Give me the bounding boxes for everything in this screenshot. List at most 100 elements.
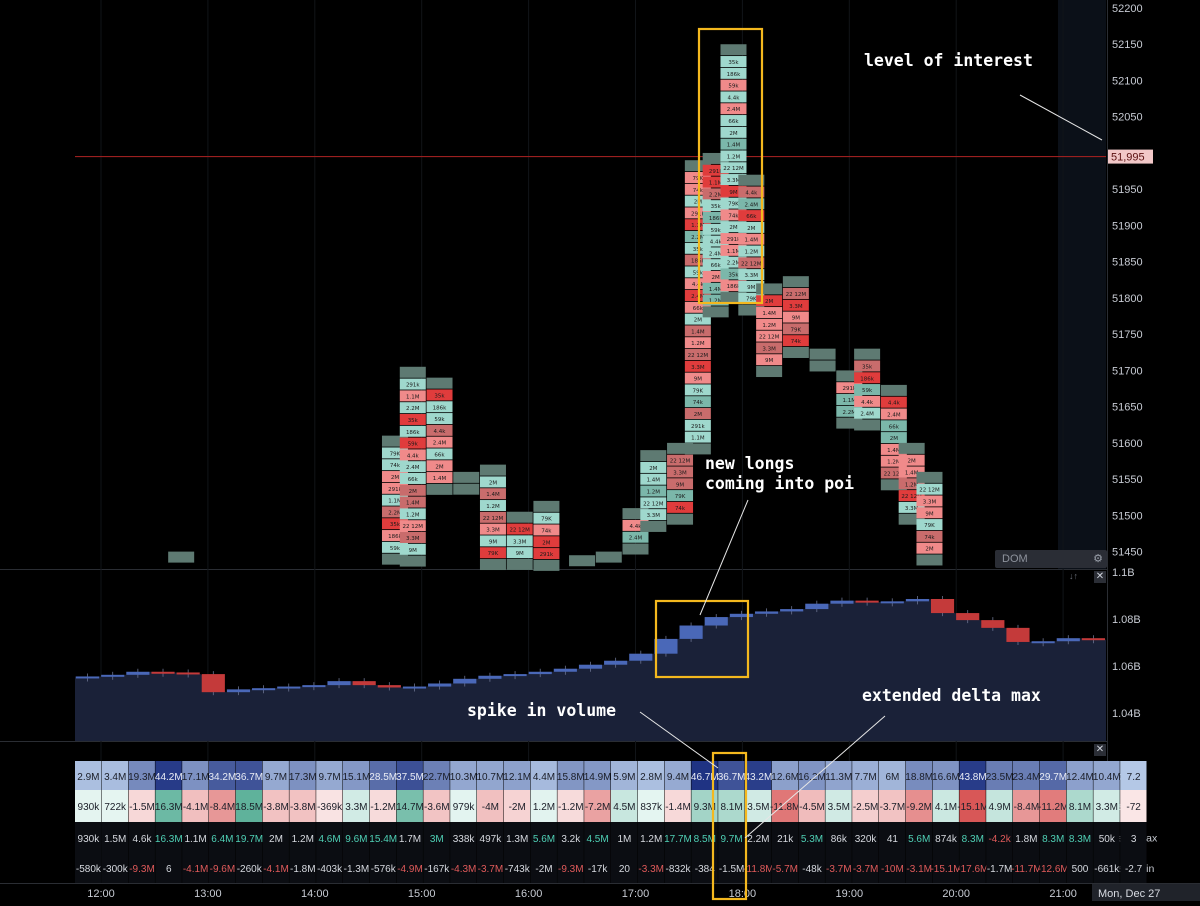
footprint-cell	[381, 459, 408, 471]
footprint-cell	[782, 335, 809, 347]
delta-max-value: 874k	[935, 834, 958, 845]
delta-max-value: 3	[1131, 834, 1137, 845]
footprint-cell	[684, 160, 711, 172]
footprint-cell-text: 79K	[728, 202, 739, 208]
footprint-cell	[533, 559, 560, 571]
dom-panel-toggle[interactable]: DOM ⚙	[995, 550, 1107, 568]
vol-cell	[155, 761, 182, 790]
footprint-cell	[880, 396, 907, 408]
delta-min-value: 20	[619, 864, 631, 875]
delta-max-value: 4.5M	[586, 834, 608, 845]
footprint-cell-text: 9M	[747, 285, 755, 291]
close-cvd-pane-button[interactable]: ✕	[1094, 571, 1106, 583]
vol-value: 10.7M	[477, 772, 505, 783]
footprint-cell	[720, 209, 747, 221]
footprint-cell	[426, 460, 453, 472]
delta-max-cell	[396, 822, 423, 853]
footprint-cell-text: 4.4k	[861, 400, 874, 406]
footprint-cell	[399, 366, 426, 378]
vol-value: 9.4M	[667, 772, 689, 783]
footprint-cell-text: 59k	[390, 546, 401, 552]
footprint-cell	[720, 138, 747, 150]
footprint-cell	[756, 283, 783, 295]
footprint-cell	[684, 313, 711, 325]
delta-value: -3.6M	[424, 802, 450, 813]
delta-max-cell	[664, 822, 691, 853]
footprint-cell	[702, 235, 729, 247]
delta-min-cell	[584, 853, 611, 883]
footprint-cell	[684, 183, 711, 195]
vol-cell	[637, 761, 665, 790]
delta-max-cell	[369, 822, 397, 853]
footprint-cell	[702, 164, 729, 176]
footprint-cell	[898, 478, 925, 490]
delta-value: 3.5M	[747, 802, 769, 813]
vol-value: 12.1M	[503, 772, 531, 783]
footprint-cell-text: 1.4M	[745, 238, 759, 244]
vol-cell	[905, 761, 933, 790]
delta-cell	[986, 790, 1013, 822]
footprint-cell	[916, 495, 943, 507]
gear-icon[interactable]: ⚙	[1093, 553, 1103, 565]
footprint-cell	[426, 472, 453, 484]
footprint-cell	[479, 535, 506, 547]
delta-value: 18.5M	[235, 802, 263, 813]
footprint-cell-text: 1.2M	[691, 341, 705, 347]
delta-cell	[825, 790, 852, 822]
delta-min-value: -48k	[802, 864, 822, 875]
price-tick-label: 51500	[1112, 510, 1143, 522]
footprint-cell	[854, 348, 881, 360]
delta-cell	[1013, 790, 1040, 822]
footprint-cell	[479, 476, 506, 488]
cvd-candle	[654, 638, 678, 654]
delta-cell	[611, 790, 638, 822]
vol-cell	[289, 761, 316, 790]
scale-arrows-icon[interactable]: ↓↑	[1069, 571, 1078, 581]
footprint-cell	[399, 484, 426, 496]
footprint-cell-text: 1.4M	[433, 476, 447, 482]
footprint-cell-text: 22 12M	[919, 488, 940, 494]
vol-value: 15.1M	[343, 772, 371, 783]
footprint-cell	[381, 447, 408, 459]
delta-value: -4.5M	[799, 802, 825, 813]
footprint-cell-text: 2.4M	[727, 107, 741, 113]
footprint-cell	[506, 547, 533, 559]
footprint-cell	[684, 195, 711, 207]
footprint-cell-text: 3.3M	[647, 513, 661, 519]
vol-cell	[450, 761, 477, 790]
delta-min-cell	[396, 853, 423, 883]
delta-cell	[745, 790, 772, 822]
vol-value: 2.8M	[640, 772, 662, 783]
footprint-cell	[702, 259, 729, 271]
footprint-cell	[854, 360, 881, 372]
delta-value: 4.1M	[935, 802, 957, 813]
footprint-cell	[782, 287, 809, 299]
footprint-cell-text: 3.3M	[762, 346, 776, 352]
footprint-cell-text: 3.3M	[905, 506, 919, 512]
vol-value: 29.7M	[1039, 772, 1067, 783]
footprint-cell	[640, 497, 667, 509]
cvd-candle	[478, 675, 502, 679]
footprint-cell	[684, 254, 711, 266]
footprint-cell	[506, 511, 533, 523]
cvd-candle	[754, 611, 779, 614]
delta-min-value: -4.1M	[263, 864, 289, 875]
footprint-cell	[916, 483, 943, 495]
footprint-cell-text: 2M	[542, 540, 550, 546]
close-stats-pane-button[interactable]: ✕	[1094, 744, 1106, 756]
footprint-cell	[684, 301, 711, 313]
footprint-cell-text: 2.2M	[406, 406, 420, 412]
footprint-cell	[479, 511, 506, 523]
delta-cell	[879, 790, 906, 822]
footprint-cell-text: 1.4M	[727, 143, 741, 149]
delta-min-cell	[664, 853, 691, 883]
delta-min-value: -11.8M	[743, 864, 773, 875]
footprint-cell-text: 66k	[434, 452, 445, 458]
delta-cell	[477, 790, 504, 822]
vol-cell	[798, 761, 825, 790]
footprint-cell	[381, 471, 408, 483]
delta-min-value: -1.5M	[719, 864, 745, 875]
delta-min-cell	[262, 853, 289, 883]
